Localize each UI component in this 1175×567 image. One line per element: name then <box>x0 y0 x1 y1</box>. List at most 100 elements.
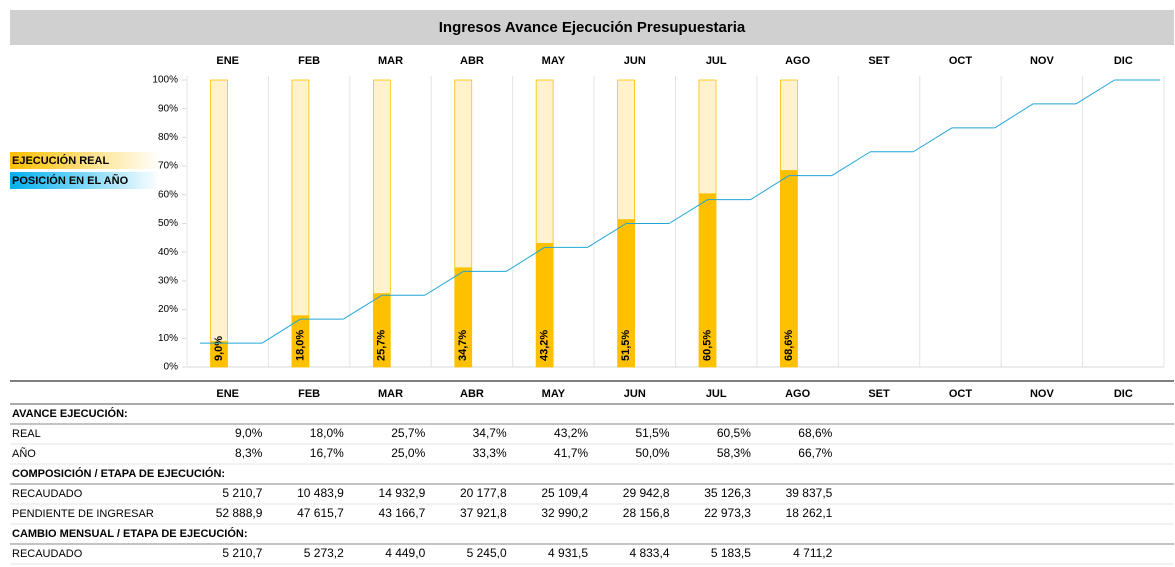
bar <box>699 193 716 367</box>
bar <box>617 219 635 367</box>
table-header: ABR <box>460 388 484 400</box>
row-label: AÑO <box>12 447 36 460</box>
line-connector <box>831 151 871 176</box>
table-header: NOV <box>1030 388 1055 400</box>
table-cell: 5 210,7 <box>222 546 262 560</box>
bar <box>291 315 309 367</box>
table-cell: 25,7% <box>391 426 425 440</box>
table-header: MAY <box>542 388 566 400</box>
y-tick-label: 0% <box>164 362 179 373</box>
table-header: SET <box>868 388 890 400</box>
x-tick-label: OCT <box>949 55 973 67</box>
y-tick-label: 60% <box>158 189 178 200</box>
line-connector <box>424 271 464 296</box>
data-label: 60,5% <box>701 330 713 361</box>
table-cell: 33,3% <box>473 446 507 460</box>
table-header: DIC <box>1114 388 1133 400</box>
table-cell: 34,7% <box>473 426 507 440</box>
x-tick-label: DIC <box>1114 55 1133 67</box>
y-tick-label: 10% <box>158 333 178 344</box>
row-label: RECAUDADO <box>12 488 83 500</box>
data-label: 25,7% <box>376 330 388 361</box>
table-header: FEB <box>298 388 320 400</box>
table-cell: 35 126,3 <box>704 486 751 500</box>
line-connector <box>587 223 627 248</box>
table-cell: 25,0% <box>391 446 425 460</box>
x-tick-label: JUN <box>624 55 646 67</box>
line-connector <box>913 127 953 153</box>
table-cell: 22 973,3 <box>704 506 751 520</box>
y-tick-label: 40% <box>158 247 178 258</box>
y-tick-label: 50% <box>158 218 178 229</box>
table-cell: 43,2% <box>554 426 588 440</box>
data-label: 18,0% <box>294 330 306 361</box>
table-cell: 18,0% <box>310 426 344 440</box>
table-cell: 39 837,5 <box>786 486 833 500</box>
bar <box>536 243 554 367</box>
y-tick-label: 90% <box>158 103 178 114</box>
table-cell: 28 156,8 <box>623 506 670 520</box>
x-tick-label: ABR <box>460 55 484 67</box>
table-header: JUN <box>624 388 646 400</box>
legend-label: POSICIÓN EN EL AÑO <box>12 174 129 187</box>
x-tick-label: JUL <box>706 55 727 67</box>
x-tick-label: NOV <box>1030 55 1055 67</box>
x-tick-label: AGO <box>785 55 811 67</box>
table-cell: 9,0% <box>235 426 263 440</box>
y-tick-label: 30% <box>158 276 178 287</box>
table-cell: 18 262,1 <box>786 506 833 520</box>
table-cell: 66,7% <box>798 446 832 460</box>
x-tick-label: FEB <box>298 55 320 67</box>
table-cell: 4 711,2 <box>793 546 832 560</box>
table-cell: 10 483,9 <box>297 486 344 500</box>
table-header: MAR <box>378 388 403 400</box>
data-label: 43,2% <box>539 330 551 361</box>
table-cell: 51,5% <box>635 426 669 440</box>
bar <box>454 267 472 367</box>
section-title: AVANCE EJECUCIÓN: <box>12 407 128 420</box>
table-header: AGO <box>785 388 811 400</box>
legend-swatch <box>10 152 160 169</box>
bar <box>373 293 391 367</box>
y-tick-label: 100% <box>152 75 178 86</box>
table-cell: 37 921,8 <box>460 506 507 520</box>
table-cell: 50,0% <box>635 446 669 460</box>
table-cell: 68,6% <box>798 426 832 440</box>
x-tick-label: MAR <box>378 55 403 67</box>
x-tick-label: ENE <box>216 55 239 67</box>
data-label: 9,0% <box>213 336 225 361</box>
table-cell: 14 932,9 <box>379 486 426 500</box>
table-cell: 60,5% <box>717 426 751 440</box>
line-connector <box>1075 79 1115 105</box>
line-connector <box>994 103 1034 129</box>
y-tick-label: 70% <box>158 161 178 172</box>
bar-track <box>210 79 228 368</box>
table-cell: 4 931,5 <box>548 546 588 560</box>
bar <box>210 341 228 367</box>
y-tick-label: 80% <box>158 132 178 143</box>
table-cell: 5 210,7 <box>222 486 262 500</box>
table-cell: 16,7% <box>310 446 344 460</box>
table-header: OCT <box>949 388 973 400</box>
table-cell: 32 990,2 <box>541 506 588 520</box>
row-label: RECAUDADO <box>12 548 83 560</box>
table-cell: 47 615,7 <box>297 506 344 520</box>
title-bar <box>10 10 1174 45</box>
data-label: 68,6% <box>783 330 795 361</box>
legend-swatch <box>10 172 160 189</box>
bar <box>780 170 798 367</box>
y-tick-label: 20% <box>158 304 178 315</box>
section-title: COMPOSICIÓN / ETAPA DE EJECUCIÓN: <box>12 467 225 480</box>
line-connector <box>505 246 545 272</box>
data-label: 51,5% <box>620 330 632 361</box>
table-cell: 5 183,5 <box>711 546 751 560</box>
table-cell: 5 273,2 <box>304 546 344 560</box>
section-title: CAMBIO MENSUAL / ETAPA DE EJECUCIÓN: <box>12 527 248 540</box>
line-connector <box>261 318 301 344</box>
x-tick-label: SET <box>868 55 890 67</box>
table-cell: 5 245,0 <box>467 546 507 560</box>
table-cell: 20 177,8 <box>460 486 507 500</box>
row-label: REAL <box>12 428 41 440</box>
table-cell: 4 449,0 <box>385 546 425 560</box>
